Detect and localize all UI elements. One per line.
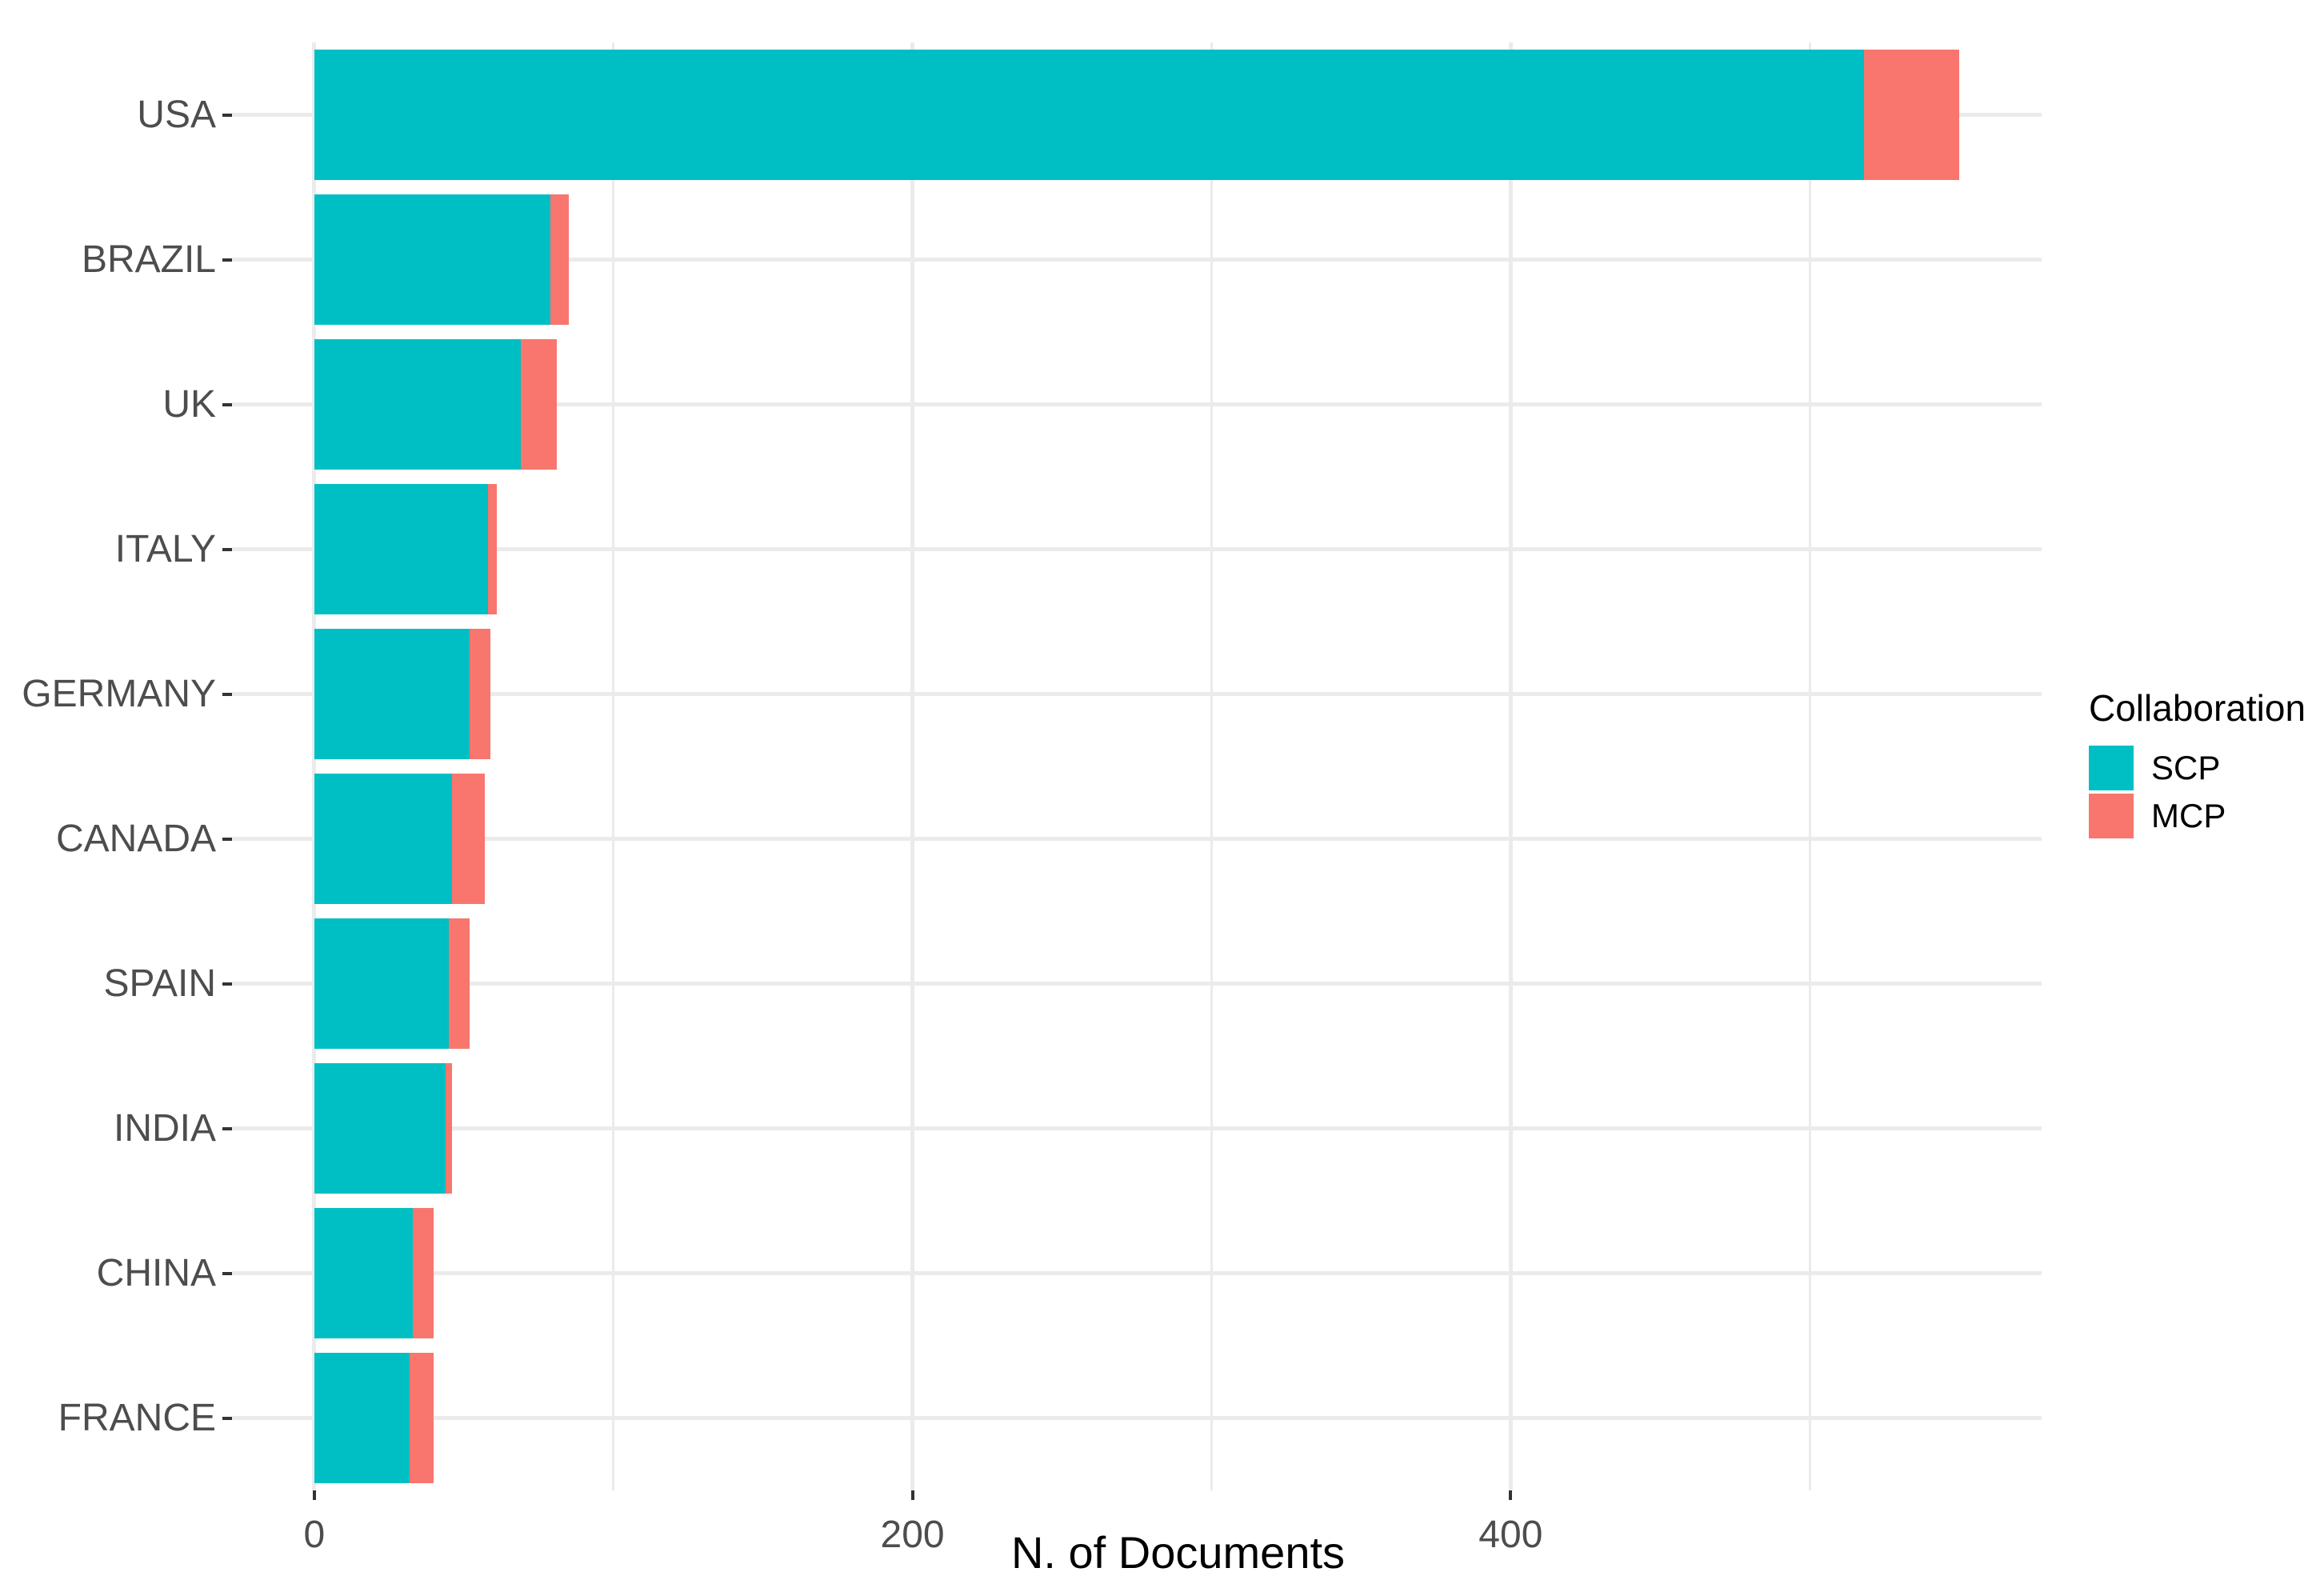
bar-segment-scp-canada xyxy=(314,774,452,904)
bar-row-brazil xyxy=(314,194,569,325)
bar-row-italy xyxy=(314,484,497,614)
gridline-horizontal xyxy=(232,1271,2042,1275)
legend: Collaboration SCP MCP xyxy=(2089,690,2304,842)
legend-label-mcp: MCP xyxy=(2151,797,2226,834)
bar-segment-scp-spain xyxy=(314,918,450,1049)
legend-swatch-mcp xyxy=(2089,794,2134,838)
category-label-uk: UK xyxy=(162,382,216,426)
x-tick-label-200: 200 xyxy=(880,1514,945,1556)
bar-segment-mcp-brazil xyxy=(550,194,569,325)
bar-row-india xyxy=(314,1063,452,1194)
bar-segment-scp-india xyxy=(314,1063,446,1194)
gridline-vertical-minor xyxy=(1808,42,1811,1490)
category-label-italy: ITALY xyxy=(114,527,216,570)
gridline-horizontal xyxy=(232,692,2042,696)
gridline-horizontal xyxy=(232,1416,2042,1420)
gridline-vertical-minor xyxy=(612,42,615,1490)
bar-segment-mcp-germany xyxy=(470,629,491,759)
bar-segment-scp-france xyxy=(314,1353,410,1483)
category-label-usa: USA xyxy=(137,93,216,136)
category-label-spain: SPAIN xyxy=(103,962,216,1005)
y-axis-tick xyxy=(222,837,232,841)
bar-segment-scp-uk xyxy=(314,339,521,470)
bar-row-france xyxy=(314,1353,434,1483)
x-axis-tick xyxy=(312,1490,316,1500)
gridline-horizontal xyxy=(232,837,2042,841)
x-axis-tick xyxy=(1509,1490,1513,1500)
y-axis-tick xyxy=(222,258,232,262)
bar-row-usa xyxy=(314,50,1960,180)
legend-label-scp: SCP xyxy=(2151,749,2221,786)
y-axis-tick xyxy=(222,1416,232,1420)
bar-segment-mcp-uk xyxy=(520,339,557,470)
bar-row-canada xyxy=(314,774,485,904)
x-tick-label-0: 0 xyxy=(303,1514,326,1556)
bar-row-spain xyxy=(314,918,470,1049)
legend-swatch-scp xyxy=(2089,746,2134,790)
bar-row-germany xyxy=(314,629,491,759)
bar-segment-mcp-france xyxy=(410,1353,434,1483)
bar-segment-mcp-india xyxy=(446,1063,452,1194)
y-axis-tick xyxy=(222,1271,232,1275)
gridline-vertical-major xyxy=(312,42,317,1490)
y-axis-tick xyxy=(222,113,232,117)
y-axis-tick xyxy=(222,692,232,696)
bar-segment-scp-germany xyxy=(314,629,470,759)
gridline-vertical-minor xyxy=(1210,42,1213,1490)
x-axis-tick xyxy=(910,1490,914,1500)
category-label-canada: CANADA xyxy=(55,817,216,860)
bar-segment-mcp-usa xyxy=(1863,50,1960,180)
bar-segment-mcp-spain xyxy=(449,918,470,1049)
x-tick-label-400: 400 xyxy=(1478,1514,1543,1556)
gridline-horizontal xyxy=(232,402,2042,406)
legend-key-mcp: MCP xyxy=(2089,794,2304,838)
y-axis-tick xyxy=(222,402,232,406)
category-label-brazil: BRAZIL xyxy=(81,238,216,281)
y-axis-tick xyxy=(222,547,232,551)
bar-segment-scp-brazil xyxy=(314,194,551,325)
bar-segment-mcp-canada xyxy=(451,774,485,904)
gridline-horizontal xyxy=(232,258,2042,262)
gridline-horizontal xyxy=(232,547,2042,551)
gridline-vertical-major xyxy=(910,42,915,1490)
category-label-india: INDIA xyxy=(113,1106,216,1150)
legend-title: Collaboration xyxy=(2089,687,2304,729)
bar-segment-mcp-italy xyxy=(487,484,497,614)
gridline-horizontal xyxy=(232,1126,2042,1130)
category-label-germany: GERMANY xyxy=(22,672,216,715)
y-axis-tick xyxy=(222,1126,232,1130)
bar-row-uk xyxy=(314,339,557,470)
x-axis-title: N. of Documents xyxy=(1010,1527,1346,1578)
category-label-china: CHINA xyxy=(96,1251,216,1294)
bar-segment-mcp-china xyxy=(413,1208,434,1338)
gridline-horizontal xyxy=(232,982,2042,986)
category-label-france: FRANCE xyxy=(58,1396,216,1439)
bar-segment-scp-italy xyxy=(314,484,488,614)
bar-segment-scp-china xyxy=(314,1208,414,1338)
y-axis-tick xyxy=(222,982,232,986)
legend-key-scp: SCP xyxy=(2089,746,2304,790)
bar-row-china xyxy=(314,1208,434,1338)
bar-segment-scp-usa xyxy=(314,50,1864,180)
plot-panel xyxy=(222,42,2042,1500)
gridline-vertical-major xyxy=(1508,42,1513,1490)
